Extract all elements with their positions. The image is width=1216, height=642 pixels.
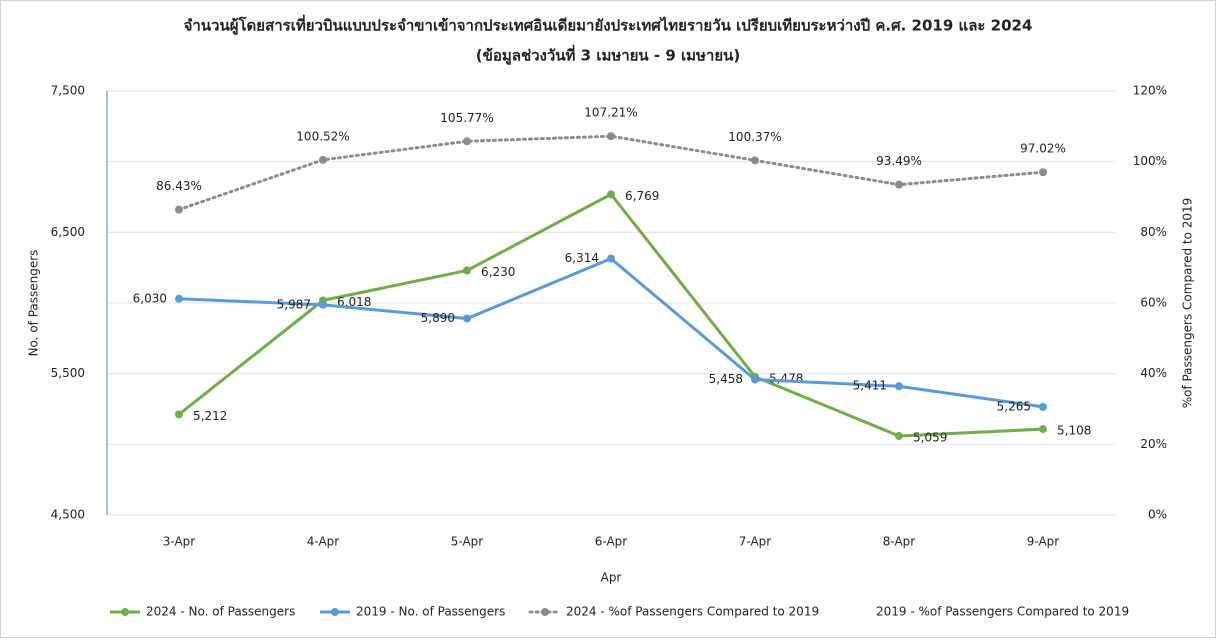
point [1039,168,1047,177]
data-label: 107.21% [584,106,637,120]
data-label: 5,890 [421,311,455,325]
point [751,375,759,384]
x-tick-label: 3-Apr [163,535,196,549]
data-label: 6,769 [625,189,659,203]
data-label: 100.37% [728,130,781,144]
chart-title: จำนวนผู้โดยสารเที่ยวบินแบบประจำขาเข้าจาก… [184,15,1033,36]
point [175,205,183,214]
x-tick-label: 9-Apr [1027,535,1060,549]
legend-label: 2019 - %of Passengers Compared to 2019 [876,605,1129,619]
y2-tick-label: 20% [1140,437,1167,451]
data-label: 6,030 [133,291,167,305]
data-label: 93.49% [876,154,922,168]
legend-label: 2024 - No. of Passengers [146,605,295,619]
chart-subtitle: (ข้อมูลช่วงวันที่ 3 เมษายน - 9 เมษายน) [476,45,741,66]
legend-marker [541,608,549,616]
point [607,190,615,199]
point [751,156,759,165]
point [319,300,327,309]
x-axis-title: Apr [601,571,622,585]
y2-tick-label: 120% [1133,84,1167,98]
y2-axis-title: %of Passengers Compared to 2019 [1181,198,1195,409]
data-label: 5,108 [1057,424,1091,438]
point [463,314,471,323]
y2-tick-label: 80% [1140,225,1167,239]
y2-tick-label: 60% [1140,296,1167,310]
point [1039,402,1047,411]
y2-tick-label: 40% [1140,366,1167,380]
point [895,382,903,391]
y-tick-label: 6,500 [51,225,85,239]
y2-tick-label: 0% [1148,508,1167,522]
point [607,132,615,141]
data-label: 6,314 [565,251,599,265]
point [895,431,903,440]
point [895,180,903,189]
y-tick-label: 4,500 [51,508,85,522]
x-tick-label: 8-Apr [883,535,916,549]
point [1039,425,1047,434]
legend-marker [331,608,339,616]
data-label: 105.77% [440,111,493,125]
legend-marker [121,608,129,616]
point [463,266,471,275]
y-tick-label: 5,500 [51,366,85,380]
x-tick-label: 6-Apr [595,535,628,549]
point [463,137,471,146]
point [319,155,327,164]
y2-tick-label: 100% [1133,154,1167,168]
legend-label: 2019 - No. of Passengers [356,605,505,619]
data-label: 97.02% [1020,142,1066,156]
legend-label: 2024 - %of Passengers Compared to 2019 [566,605,819,619]
point [175,410,183,419]
data-label: 5,458 [709,372,743,386]
data-label: 6,018 [337,295,371,309]
data-label: 100.52% [296,129,349,143]
x-tick-label: 4-Apr [307,535,340,549]
point [175,294,183,303]
y-tick-label: 7,500 [51,84,85,98]
data-label: 86.43% [156,179,202,193]
x-tick-label: 5-Apr [451,535,484,549]
data-label: 5,212 [193,409,227,423]
data-label: 5,478 [769,371,803,385]
data-label: 5,987 [277,297,311,311]
point [607,254,615,263]
data-label: 6,230 [481,265,515,279]
y-axis-title: No. of Passengers [27,250,41,357]
data-label: 5,059 [913,430,947,444]
x-tick-label: 7-Apr [739,535,772,549]
data-label: 5,411 [853,379,887,393]
data-label: 5,265 [997,399,1031,413]
